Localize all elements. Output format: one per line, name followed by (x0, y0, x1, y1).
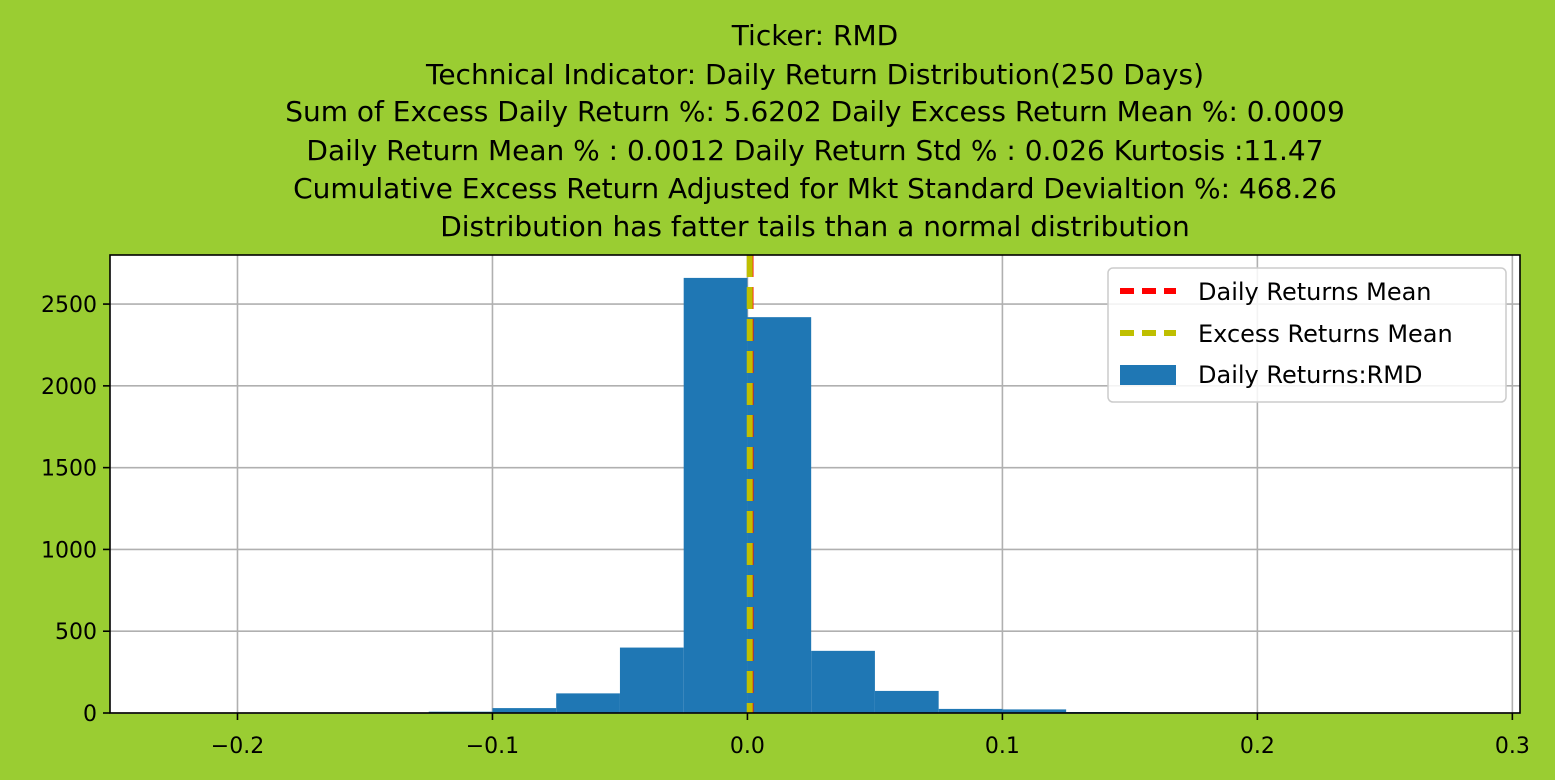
y-tick-label-5: 2500 (41, 293, 97, 318)
chart-title: Ticker: RMD Technical Indicator: Daily R… (285, 19, 1345, 243)
title-line-4: Daily Return Mean % : 0.0012 Daily Retur… (306, 134, 1323, 167)
legend-swatch-histogram (1120, 365, 1176, 385)
x-tick-label-4: 0.2 (1240, 734, 1275, 759)
y-tick-label-3: 1500 (41, 457, 97, 482)
title-line-1: Ticker: RMD (731, 19, 898, 52)
legend-label-histogram: Daily Returns:RMD (1198, 361, 1422, 389)
title-line-3: Sum of Excess Daily Return %: 5.6202 Dai… (285, 95, 1345, 128)
legend-box (1107, 267, 1507, 403)
legend-label-excess-mean: Excess Returns Mean (1198, 320, 1453, 348)
mean-lines (746, 255, 754, 713)
histogram-bar-9 (811, 650, 875, 713)
x-tick-label-2: 0.0 (730, 734, 765, 759)
histogram-bar-6 (619, 647, 684, 713)
histogram-bars (237, 277, 1513, 713)
histogram-bar-7 (683, 277, 748, 713)
y-tick-label-2: 1000 (41, 538, 97, 563)
legend-label-daily-mean: Daily Returns Mean (1198, 278, 1432, 306)
histogram-bar-4 (492, 708, 557, 713)
x-axis: −0.2 −0.1 0.0 0.1 0.2 0.3 (211, 713, 1530, 759)
x-tick-label-3: 0.1 (985, 734, 1020, 759)
histogram-bar-10 (874, 690, 939, 713)
y-tick-label-0: 0 (83, 702, 97, 727)
legend: Daily Returns Mean Excess Returns Mean D… (1107, 267, 1507, 403)
histogram-bar-8 (747, 317, 812, 713)
histogram-bar-12 (1002, 709, 1067, 713)
histogram-bar-11 (938, 708, 1003, 713)
title-line-2: Technical Indicator: Daily Return Distri… (425, 58, 1204, 91)
title-line-5: Cumulative Excess Return Adjusted for Mk… (293, 172, 1337, 205)
plot-frame (109, 254, 1521, 714)
x-tick-label-0: −0.2 (211, 734, 264, 759)
histogram-bar-5 (556, 693, 620, 713)
y-axis: 0 500 1000 1500 2000 2500 (41, 293, 110, 727)
x-tick-label-1: −0.1 (466, 734, 519, 759)
y-tick-label-4: 2000 (41, 375, 97, 400)
x-tick-label-5: 0.3 (1495, 734, 1530, 759)
y-tick-label-1: 500 (55, 620, 97, 645)
title-line-6: Distribution has fatter tails than a nor… (440, 210, 1190, 243)
